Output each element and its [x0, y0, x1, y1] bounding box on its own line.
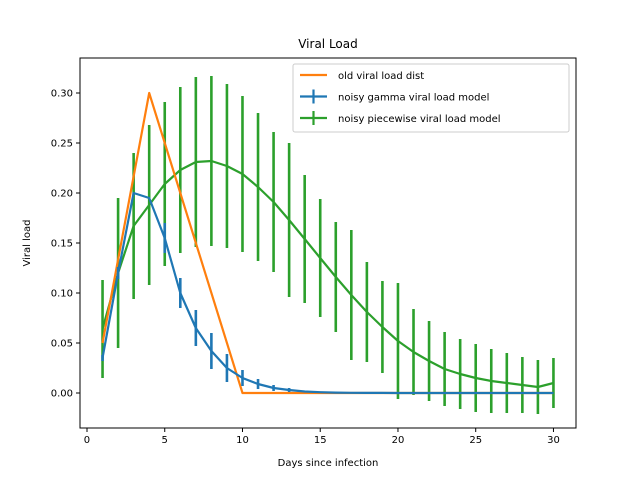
- series-1: [101, 191, 554, 395]
- x-tick-label: 20: [392, 435, 405, 446]
- y-tick-label: 0.05: [51, 339, 73, 350]
- x-tick-label: 5: [162, 435, 168, 446]
- y-tick-label: 0.10: [51, 289, 73, 300]
- legend-label: old viral load dist: [338, 71, 424, 82]
- legend: old viral load dist noisy gamma viral loa…: [292, 63, 570, 133]
- y-tick-label: 0.00: [51, 389, 73, 400]
- legend-box: [292, 63, 570, 133]
- x-tick-label: 10: [236, 435, 249, 446]
- y-tick-label: 0.25: [51, 139, 73, 150]
- y-tick-label: 0.20: [51, 189, 73, 200]
- legend-label: noisy gamma viral load model: [338, 93, 489, 104]
- x-tick-label: 15: [314, 435, 327, 446]
- y-tick-label: 0.15: [51, 239, 73, 250]
- series-2: [101, 76, 555, 414]
- x-axis-label: Days since infection: [278, 458, 379, 469]
- chart-title: Viral Load: [298, 37, 358, 51]
- y-axis-label: Viral load: [22, 220, 33, 267]
- x-axis: 0 5 10 15 20 25 30: [84, 428, 560, 446]
- legend-label: noisy piecewise viral load model: [338, 114, 501, 125]
- y-axis: 0.00 0.05 0.10 0.15 0.20 0.25 0.30: [51, 89, 80, 400]
- x-tick-label: 25: [469, 435, 482, 446]
- series-line: [101, 191, 554, 395]
- y-tick-label: 0.30: [51, 89, 73, 100]
- x-tick-label: 0: [84, 435, 90, 446]
- plot-area: [101, 76, 555, 414]
- series-line: [101, 159, 554, 389]
- x-tick-label: 30: [547, 435, 560, 446]
